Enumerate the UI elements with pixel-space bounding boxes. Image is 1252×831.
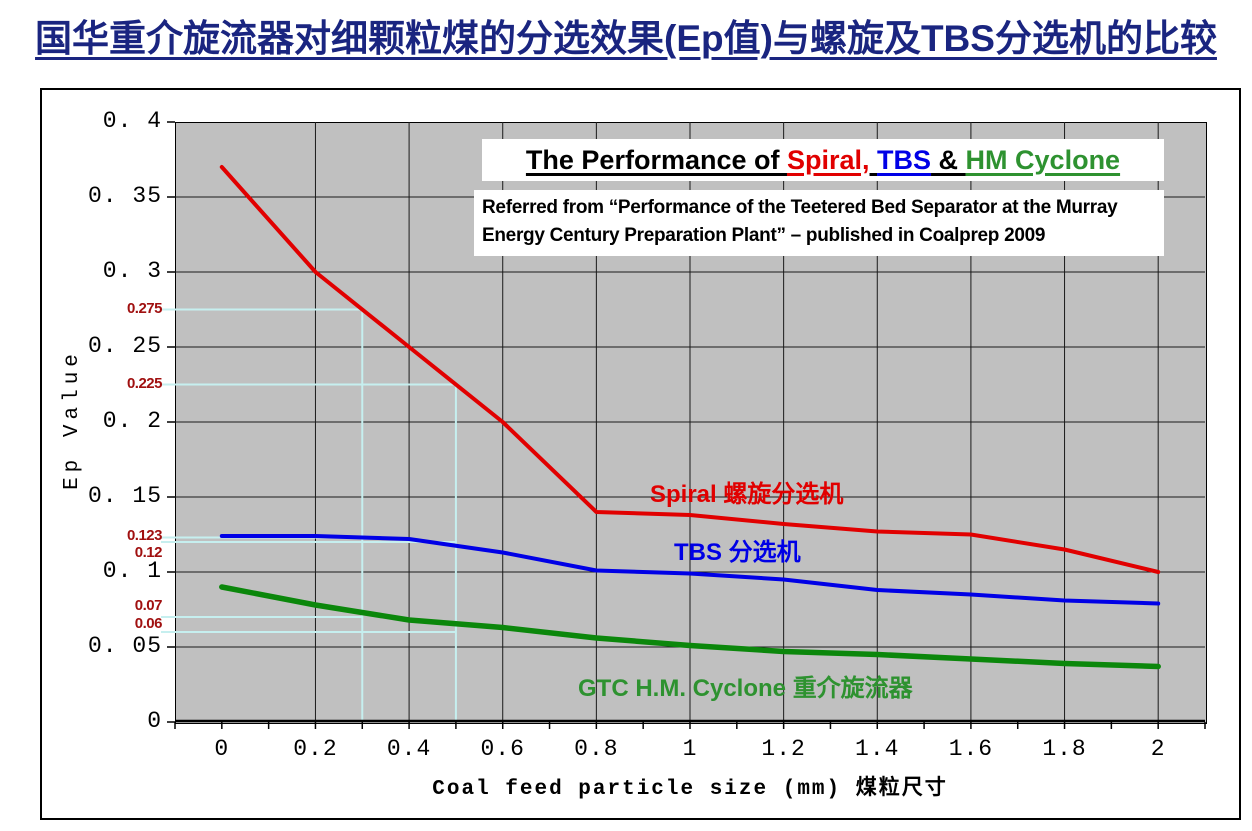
series-line [219, 165, 1161, 574]
legend-separator [870, 145, 878, 176]
y-tick-label: 0. 15 [87, 483, 162, 509]
legend-text-amp: & [931, 144, 966, 175]
legend-text-tbs: TBS [877, 144, 932, 175]
series-line [219, 584, 1161, 670]
highlight-value-label: 0.07 [134, 597, 163, 614]
highlight-value-label: 0.06 [134, 615, 163, 632]
x-tick-label: 1 [682, 736, 698, 762]
source-note-line2: Energy Century Preparation Plant” – publ… [482, 225, 1046, 246]
y-tick-label: 0. 2 [102, 408, 162, 434]
legend-text-prefix: The Performance of [525, 144, 787, 175]
tbs-series-label: TBS 分选机 [674, 539, 801, 566]
page-title: 国华重介旋流器对细颗粒煤的分选效果(Ep值)与螺旋及TBS分选机的比较 [35, 18, 1217, 59]
y-tick-label: 0. 3 [102, 258, 162, 284]
y-tick-label: 0 [147, 708, 162, 734]
x-tick-label: 1.8 [1042, 736, 1087, 762]
y-tick-label: 0. 1 [102, 558, 162, 584]
hm-cyclone-series-label: GTC H.M. Cyclone 重介旋流器 [578, 675, 913, 702]
highlight-value-label: 0.123 [126, 526, 163, 544]
x-tick-label: 1.4 [855, 736, 900, 762]
x-tick-label: 1.6 [948, 736, 994, 762]
spiral-series-label: Spiral 螺旋分选机 [650, 481, 844, 508]
x-tick-label: 0.2 [293, 736, 338, 762]
y-tick-label: 0. 25 [87, 333, 162, 359]
x-tick-label: 0.6 [480, 736, 525, 762]
x-tick-label: 0.8 [574, 736, 619, 762]
highlight-value-label: 0.275 [126, 299, 163, 317]
x-tick-label: 0 [214, 736, 230, 762]
series-line [219, 534, 1161, 606]
legend-text-hm-cyclone: HM Cyclone [965, 144, 1121, 175]
y-tick-label: 0. 05 [87, 633, 162, 659]
legend-text-spiral: Spiral, [786, 144, 870, 175]
highlight-value-label: 0.12 [134, 544, 163, 561]
y-tick-label: 0. 4 [102, 108, 162, 134]
y-tick-label: 0. 35 [87, 183, 162, 209]
x-tick-label: 2 [1150, 736, 1166, 762]
source-note-line1: Referred from “Performance of the Teeter… [482, 197, 1118, 218]
x-tick-label: 0.4 [386, 736, 432, 762]
x-tick-label: 1.2 [761, 736, 806, 762]
chart-legend-title: The Performance of Spiral, TBS & HM Cycl… [482, 139, 1164, 181]
highlight-value-label: 0.225 [126, 374, 163, 392]
x-axis-title: Coal feed particle size (mm) 煤粒尺寸 [432, 778, 948, 801]
source-note: Referred from “Performance of the Teeter… [474, 190, 1164, 256]
